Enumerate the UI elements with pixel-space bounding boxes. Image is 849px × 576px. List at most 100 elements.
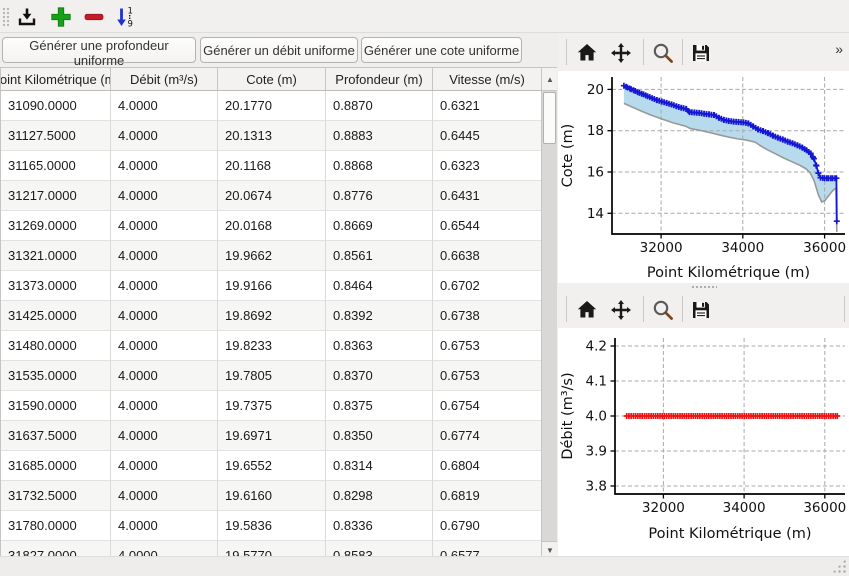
table-cell[interactable]: 31780.0000 xyxy=(1,511,111,541)
table-cell[interactable]: 0.6323 xyxy=(433,151,542,181)
table-row[interactable]: 31090.0000 4.0000 20.1770 0.8870 0.6321 xyxy=(1,91,557,121)
table-cell[interactable]: 31373.0000 xyxy=(1,271,111,301)
column-header[interactable]: Débit (m³/s) xyxy=(111,68,218,90)
table-cell[interactable]: 31217.0000 xyxy=(1,181,111,211)
table-cell[interactable]: 31165.0000 xyxy=(1,151,111,181)
table-cell[interactable]: 0.6431 xyxy=(433,181,542,211)
resize-grip[interactable] xyxy=(832,559,846,573)
column-header[interactable]: Cote (m) xyxy=(218,68,326,90)
table-cell[interactable]: 0.6804 xyxy=(433,451,542,481)
table-cell[interactable]: 4.0000 xyxy=(111,391,218,421)
toolbar-drag-handle[interactable] xyxy=(2,7,9,27)
table-cell[interactable]: 4.0000 xyxy=(111,481,218,511)
table-cell[interactable]: 4.0000 xyxy=(111,451,218,481)
column-header[interactable]: Point Kilométrique (m) xyxy=(1,68,111,90)
table-cell[interactable]: 4.0000 xyxy=(111,241,218,271)
table-cell[interactable]: 0.8776 xyxy=(326,181,433,211)
table-cell[interactable]: 4.0000 xyxy=(111,421,218,451)
table-row[interactable]: 31480.0000 4.0000 19.8233 0.8363 0.6753 xyxy=(1,331,557,361)
table-cell[interactable]: 19.6552 xyxy=(218,451,326,481)
table-cell[interactable]: 4.0000 xyxy=(111,151,218,181)
save-figure-button[interactable] xyxy=(688,39,715,66)
table-cell[interactable]: 0.8464 xyxy=(326,271,433,301)
table-cell[interactable]: 20.0674 xyxy=(218,181,326,211)
table-cell[interactable]: 31425.0000 xyxy=(1,301,111,331)
table-cell[interactable]: 31535.0000 xyxy=(1,361,111,391)
panel-splitter[interactable] xyxy=(558,283,849,290)
table-cell[interactable]: 19.6971 xyxy=(218,421,326,451)
table-cell[interactable]: 4.0000 xyxy=(111,211,218,241)
home-button[interactable] xyxy=(574,39,601,66)
table-cell[interactable]: 0.6819 xyxy=(433,481,542,511)
add-row-button[interactable] xyxy=(48,3,75,30)
table-row[interactable]: 31827.0000 4.0000 19.5770 0.8583 0.6577 xyxy=(1,541,557,556)
table-cell[interactable]: 31590.0000 xyxy=(1,391,111,421)
save-figure-button[interactable] xyxy=(688,296,715,323)
table-cell[interactable]: 0.8298 xyxy=(326,481,433,511)
table-cell[interactable]: 4.0000 xyxy=(111,361,218,391)
table-cell[interactable]: 19.5770 xyxy=(218,541,326,556)
table-row[interactable]: 31373.0000 4.0000 19.9166 0.8464 0.6702 xyxy=(1,271,557,301)
table-cell[interactable]: 0.8870 xyxy=(326,91,433,121)
table-cell[interactable]: 0.8561 xyxy=(326,241,433,271)
table-cell[interactable]: 0.8669 xyxy=(326,211,433,241)
table-cell[interactable]: 31321.0000 xyxy=(1,241,111,271)
table-cell[interactable]: 20.1770 xyxy=(218,91,326,121)
scroll-up-icon[interactable]: ▲ xyxy=(542,68,557,91)
table-row[interactable]: 31637.5000 4.0000 19.6971 0.8350 0.6774 xyxy=(1,421,557,451)
table-cell[interactable]: 0.6445 xyxy=(433,121,542,151)
cote-chart[interactable]: 32000 34000 36000 14 16 18 20 Point Kilométriqu… xyxy=(558,71,849,283)
table-cell[interactable]: 4.0000 xyxy=(111,181,218,211)
table-cell[interactable]: 31127.5000 xyxy=(1,121,111,151)
table-cell[interactable]: 31090.0000 xyxy=(1,91,111,121)
zoom-button[interactable] xyxy=(650,296,677,323)
generate-level-button[interactable]: Générer une cote uniforme xyxy=(361,37,522,63)
table-cell[interactable]: 20.1313 xyxy=(218,121,326,151)
table-cell[interactable]: 0.8392 xyxy=(326,301,433,331)
table-row[interactable]: 31685.0000 4.0000 19.6552 0.8314 0.6804 xyxy=(1,451,557,481)
table-cell[interactable]: 0.8363 xyxy=(326,331,433,361)
table-cell[interactable]: 31637.5000 xyxy=(1,421,111,451)
table-cell[interactable]: 4.0000 xyxy=(111,331,218,361)
table-cell[interactable]: 0.8370 xyxy=(326,361,433,391)
table-cell[interactable]: 0.6577 xyxy=(433,541,542,556)
table-row[interactable]: 31425.0000 4.0000 19.8692 0.8392 0.6738 xyxy=(1,301,557,331)
remove-row-button[interactable] xyxy=(81,3,108,30)
table-cell[interactable]: 0.8314 xyxy=(326,451,433,481)
table-cell[interactable]: 0.8883 xyxy=(326,121,433,151)
table-cell[interactable]: 31480.0000 xyxy=(1,331,111,361)
table-cell[interactable]: 4.0000 xyxy=(111,541,218,556)
table-row[interactable]: 31590.0000 4.0000 19.7375 0.8375 0.6754 xyxy=(1,391,557,421)
table-cell[interactable]: 0.6754 xyxy=(433,391,542,421)
table-row[interactable]: 31535.0000 4.0000 19.7805 0.8370 0.6753 xyxy=(1,361,557,391)
import-button[interactable] xyxy=(14,3,41,30)
zoom-button[interactable] xyxy=(650,39,677,66)
table-cell[interactable]: 0.8583 xyxy=(326,541,433,556)
table-cell[interactable]: 19.8233 xyxy=(218,331,326,361)
table-cell[interactable]: 31827.0000 xyxy=(1,541,111,556)
table-cell[interactable]: 19.7805 xyxy=(218,361,326,391)
table-cell[interactable]: 0.8350 xyxy=(326,421,433,451)
table-cell[interactable]: 4.0000 xyxy=(111,301,218,331)
table-cell[interactable]: 0.6774 xyxy=(433,421,542,451)
table-cell[interactable]: 0.6790 xyxy=(433,511,542,541)
sort-button[interactable]: 1 9 xyxy=(112,3,139,30)
table-cell[interactable]: 0.6753 xyxy=(433,361,542,391)
table-cell[interactable]: 4.0000 xyxy=(111,91,218,121)
table-row[interactable]: 31217.0000 4.0000 20.0674 0.8776 0.6431 xyxy=(1,181,557,211)
generate-depth-button[interactable]: Générer une profondeur uniforme xyxy=(2,37,196,68)
table-cell[interactable]: 0.6638 xyxy=(433,241,542,271)
scroll-down-icon[interactable]: ▼ xyxy=(542,541,557,556)
table-cell[interactable]: 4.0000 xyxy=(111,121,218,151)
table-row[interactable]: 31780.0000 4.0000 19.5836 0.8336 0.6790 xyxy=(1,511,557,541)
debit-chart[interactable]: 32000 34000 36000 3.8 3.9 4.0 4.1 4.2 Point Kilo… xyxy=(558,328,849,544)
table-cell[interactable]: 19.9662 xyxy=(218,241,326,271)
table-cell[interactable]: 19.5836 xyxy=(218,511,326,541)
table-cell[interactable]: 0.6702 xyxy=(433,271,542,301)
table-cell[interactable]: 0.8868 xyxy=(326,151,433,181)
table-row[interactable]: 31732.5000 4.0000 19.6160 0.8298 0.6819 xyxy=(1,481,557,511)
column-header[interactable]: Vitesse (m/s) xyxy=(433,68,542,90)
toolbar-overflow-button[interactable]: » xyxy=(835,41,843,57)
table-row[interactable]: 31269.0000 4.0000 20.0168 0.8669 0.6544 xyxy=(1,211,557,241)
pan-button[interactable] xyxy=(608,39,635,66)
